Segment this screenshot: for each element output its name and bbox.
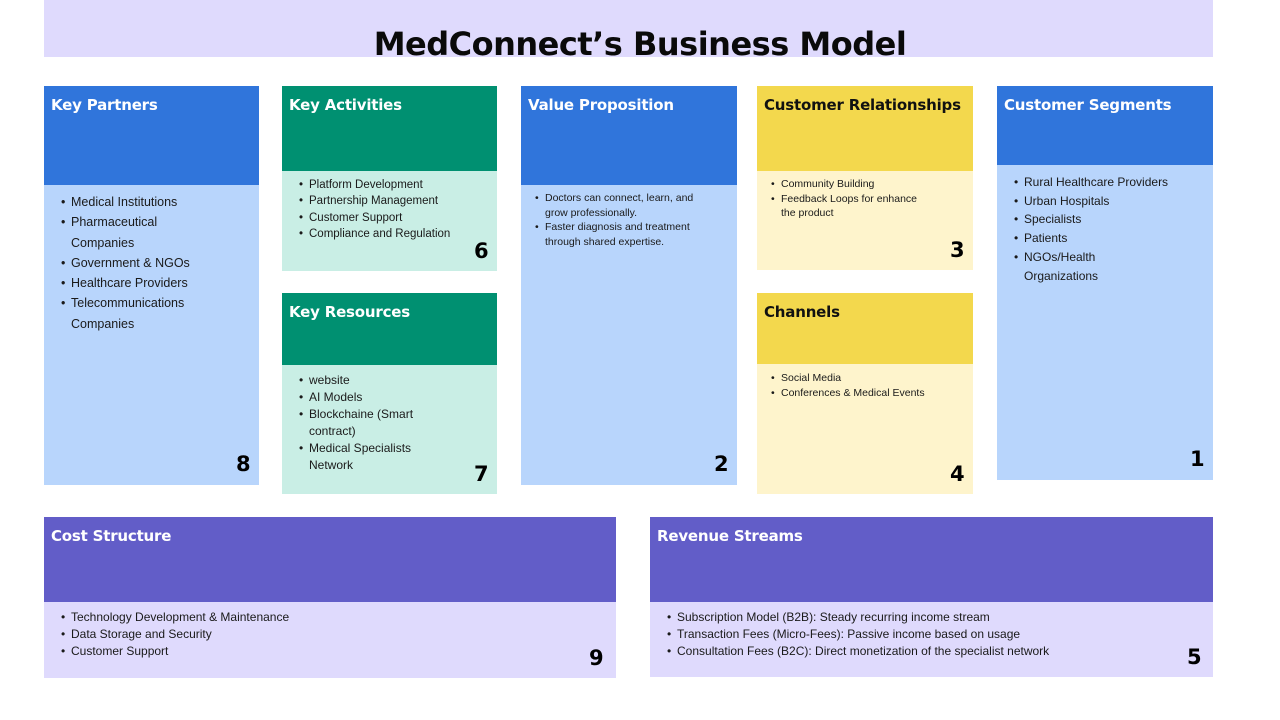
revenue-streams-header: Revenue Streams <box>650 517 1213 602</box>
list-item: Customer Support <box>299 210 484 227</box>
value-proposition-block: Value Proposition Doctors can connect, l… <box>521 86 737 485</box>
list-item: Specialists <box>1014 210 1189 229</box>
list-item: Patients <box>1014 229 1189 248</box>
key-partners-number: 8 <box>236 452 251 476</box>
key-resources-title: Key Resources <box>289 303 410 321</box>
customer-relationships-list: Community Building Feedback Loops for en… <box>757 177 931 221</box>
list-item: website <box>299 372 444 389</box>
customer-segments-header: Customer Segments <box>997 86 1213 165</box>
cost-structure-number: 9 <box>589 646 604 670</box>
key-resources-header: Key Resources <box>282 293 497 365</box>
key-partners-title: Key Partners <box>51 96 158 114</box>
customer-segments-title: Customer Segments <box>1004 96 1172 114</box>
customer-relationships-header: Customer Relationships <box>757 86 973 171</box>
list-item: Doctors can connect, learn, and grow pro… <box>535 191 705 220</box>
list-item: Social Media <box>771 371 961 386</box>
key-activities-header: Key Activities <box>282 86 497 171</box>
cost-structure-list: Technology Development & Maintenance Dat… <box>44 609 616 661</box>
channels-list: Social Media Conferences & Medical Event… <box>757 371 961 400</box>
value-proposition-body: Doctors can connect, learn, and grow pro… <box>521 185 737 485</box>
key-resources-body: website AI Models Blockchaine (Smart con… <box>282 365 497 494</box>
channels-number: 4 <box>950 462 965 486</box>
customer-segments-block: Customer Segments Rural Healthcare Provi… <box>997 86 1213 480</box>
list-item: Healthcare Providers <box>61 273 221 294</box>
list-item: NGOs/Health Organizations <box>1014 248 1112 285</box>
revenue-streams-list: Subscription Model (B2B): Steady recurri… <box>650 609 1213 661</box>
list-item: Transaction Fees (Micro-Fees): Passive i… <box>667 626 1213 643</box>
cost-structure-block: Cost Structure Technology Development & … <box>44 517 616 678</box>
channels-header: Channels <box>757 293 973 364</box>
list-item: Medical Institutions <box>61 192 221 213</box>
list-item: Telecommunications Companies <box>61 293 221 334</box>
channels-body: Social Media Conferences & Medical Event… <box>757 364 973 494</box>
key-resources-block: Key Resources website AI Models Blockcha… <box>282 293 497 494</box>
value-proposition-title: Value Proposition <box>528 96 674 114</box>
list-item: Rural Healthcare Providers <box>1014 173 1189 192</box>
key-partners-list: Medical Institutions Pharmaceutical Comp… <box>44 192 221 334</box>
customer-relationships-body: Community Building Feedback Loops for en… <box>757 171 973 270</box>
list-item: Subscription Model (B2B): Steady recurri… <box>667 609 1213 626</box>
customer-segments-number: 1 <box>1190 447 1205 471</box>
value-proposition-list: Doctors can connect, learn, and grow pro… <box>521 191 705 249</box>
cost-structure-title: Cost Structure <box>51 527 172 545</box>
list-item: Conferences & Medical Events <box>771 386 961 401</box>
value-proposition-header: Value Proposition <box>521 86 737 185</box>
list-item: Community Building <box>771 177 931 192</box>
customer-relationships-number: 3 <box>950 238 965 262</box>
cost-structure-header: Cost Structure <box>44 517 616 602</box>
customer-segments-list: Rural Healthcare Providers Urban Hospita… <box>997 173 1189 285</box>
value-proposition-number: 2 <box>714 452 729 476</box>
list-item: Medical Specialists Network <box>299 440 444 474</box>
list-item: Urban Hospitals <box>1014 192 1189 211</box>
list-item: Faster diagnosis and treatment through s… <box>535 220 705 249</box>
key-activities-body: Platform Development Partnership Managem… <box>282 171 497 271</box>
channels-block: Channels Social Media Conferences & Medi… <box>757 293 973 494</box>
list-item: Customer Support <box>61 643 616 660</box>
key-partners-body: Medical Institutions Pharmaceutical Comp… <box>44 185 259 485</box>
list-item: Government & NGOs <box>61 253 221 274</box>
customer-segments-body: Rural Healthcare Providers Urban Hospita… <box>997 165 1213 480</box>
key-partners-header: Key Partners <box>44 86 259 185</box>
channels-title: Channels <box>764 303 840 321</box>
list-item: Blockchaine (Smart contract) <box>299 406 444 440</box>
key-resources-list: website AI Models Blockchaine (Smart con… <box>282 372 444 474</box>
key-activities-number: 6 <box>474 239 489 263</box>
list-item: Compliance and Regulation <box>299 226 484 243</box>
key-activities-list: Platform Development Partnership Managem… <box>282 177 484 243</box>
list-item: Partnership Management <box>299 193 484 210</box>
revenue-streams-number: 5 <box>1187 645 1202 669</box>
customer-relationships-block: Customer Relationships Community Buildin… <box>757 86 973 270</box>
list-item: Feedback Loops for enhance the product <box>771 192 931 221</box>
customer-relationships-title: Customer Relationships <box>764 96 961 114</box>
list-item: AI Models <box>299 389 444 406</box>
revenue-streams-body: Subscription Model (B2B): Steady recurri… <box>650 602 1213 677</box>
list-item: Consultation Fees (B2C): Direct monetiza… <box>667 643 1213 660</box>
revenue-streams-title: Revenue Streams <box>657 527 803 545</box>
cost-structure-body: Technology Development & Maintenance Dat… <box>44 602 616 678</box>
list-item: Pharmaceutical Companies <box>61 212 221 253</box>
list-item: Data Storage and Security <box>61 626 616 643</box>
key-activities-block: Key Activities Platform Development Part… <box>282 86 497 271</box>
revenue-streams-block: Revenue Streams Subscription Model (B2B)… <box>650 517 1213 677</box>
title-band <box>44 0 1213 57</box>
list-item: Platform Development <box>299 177 484 194</box>
page-title: MedConnect’s Business Model <box>373 25 907 63</box>
key-resources-number: 7 <box>474 462 489 486</box>
list-item: Technology Development & Maintenance <box>61 609 616 626</box>
key-activities-title: Key Activities <box>289 96 402 114</box>
key-partners-block: Key Partners Medical Institutions Pharma… <box>44 86 259 485</box>
